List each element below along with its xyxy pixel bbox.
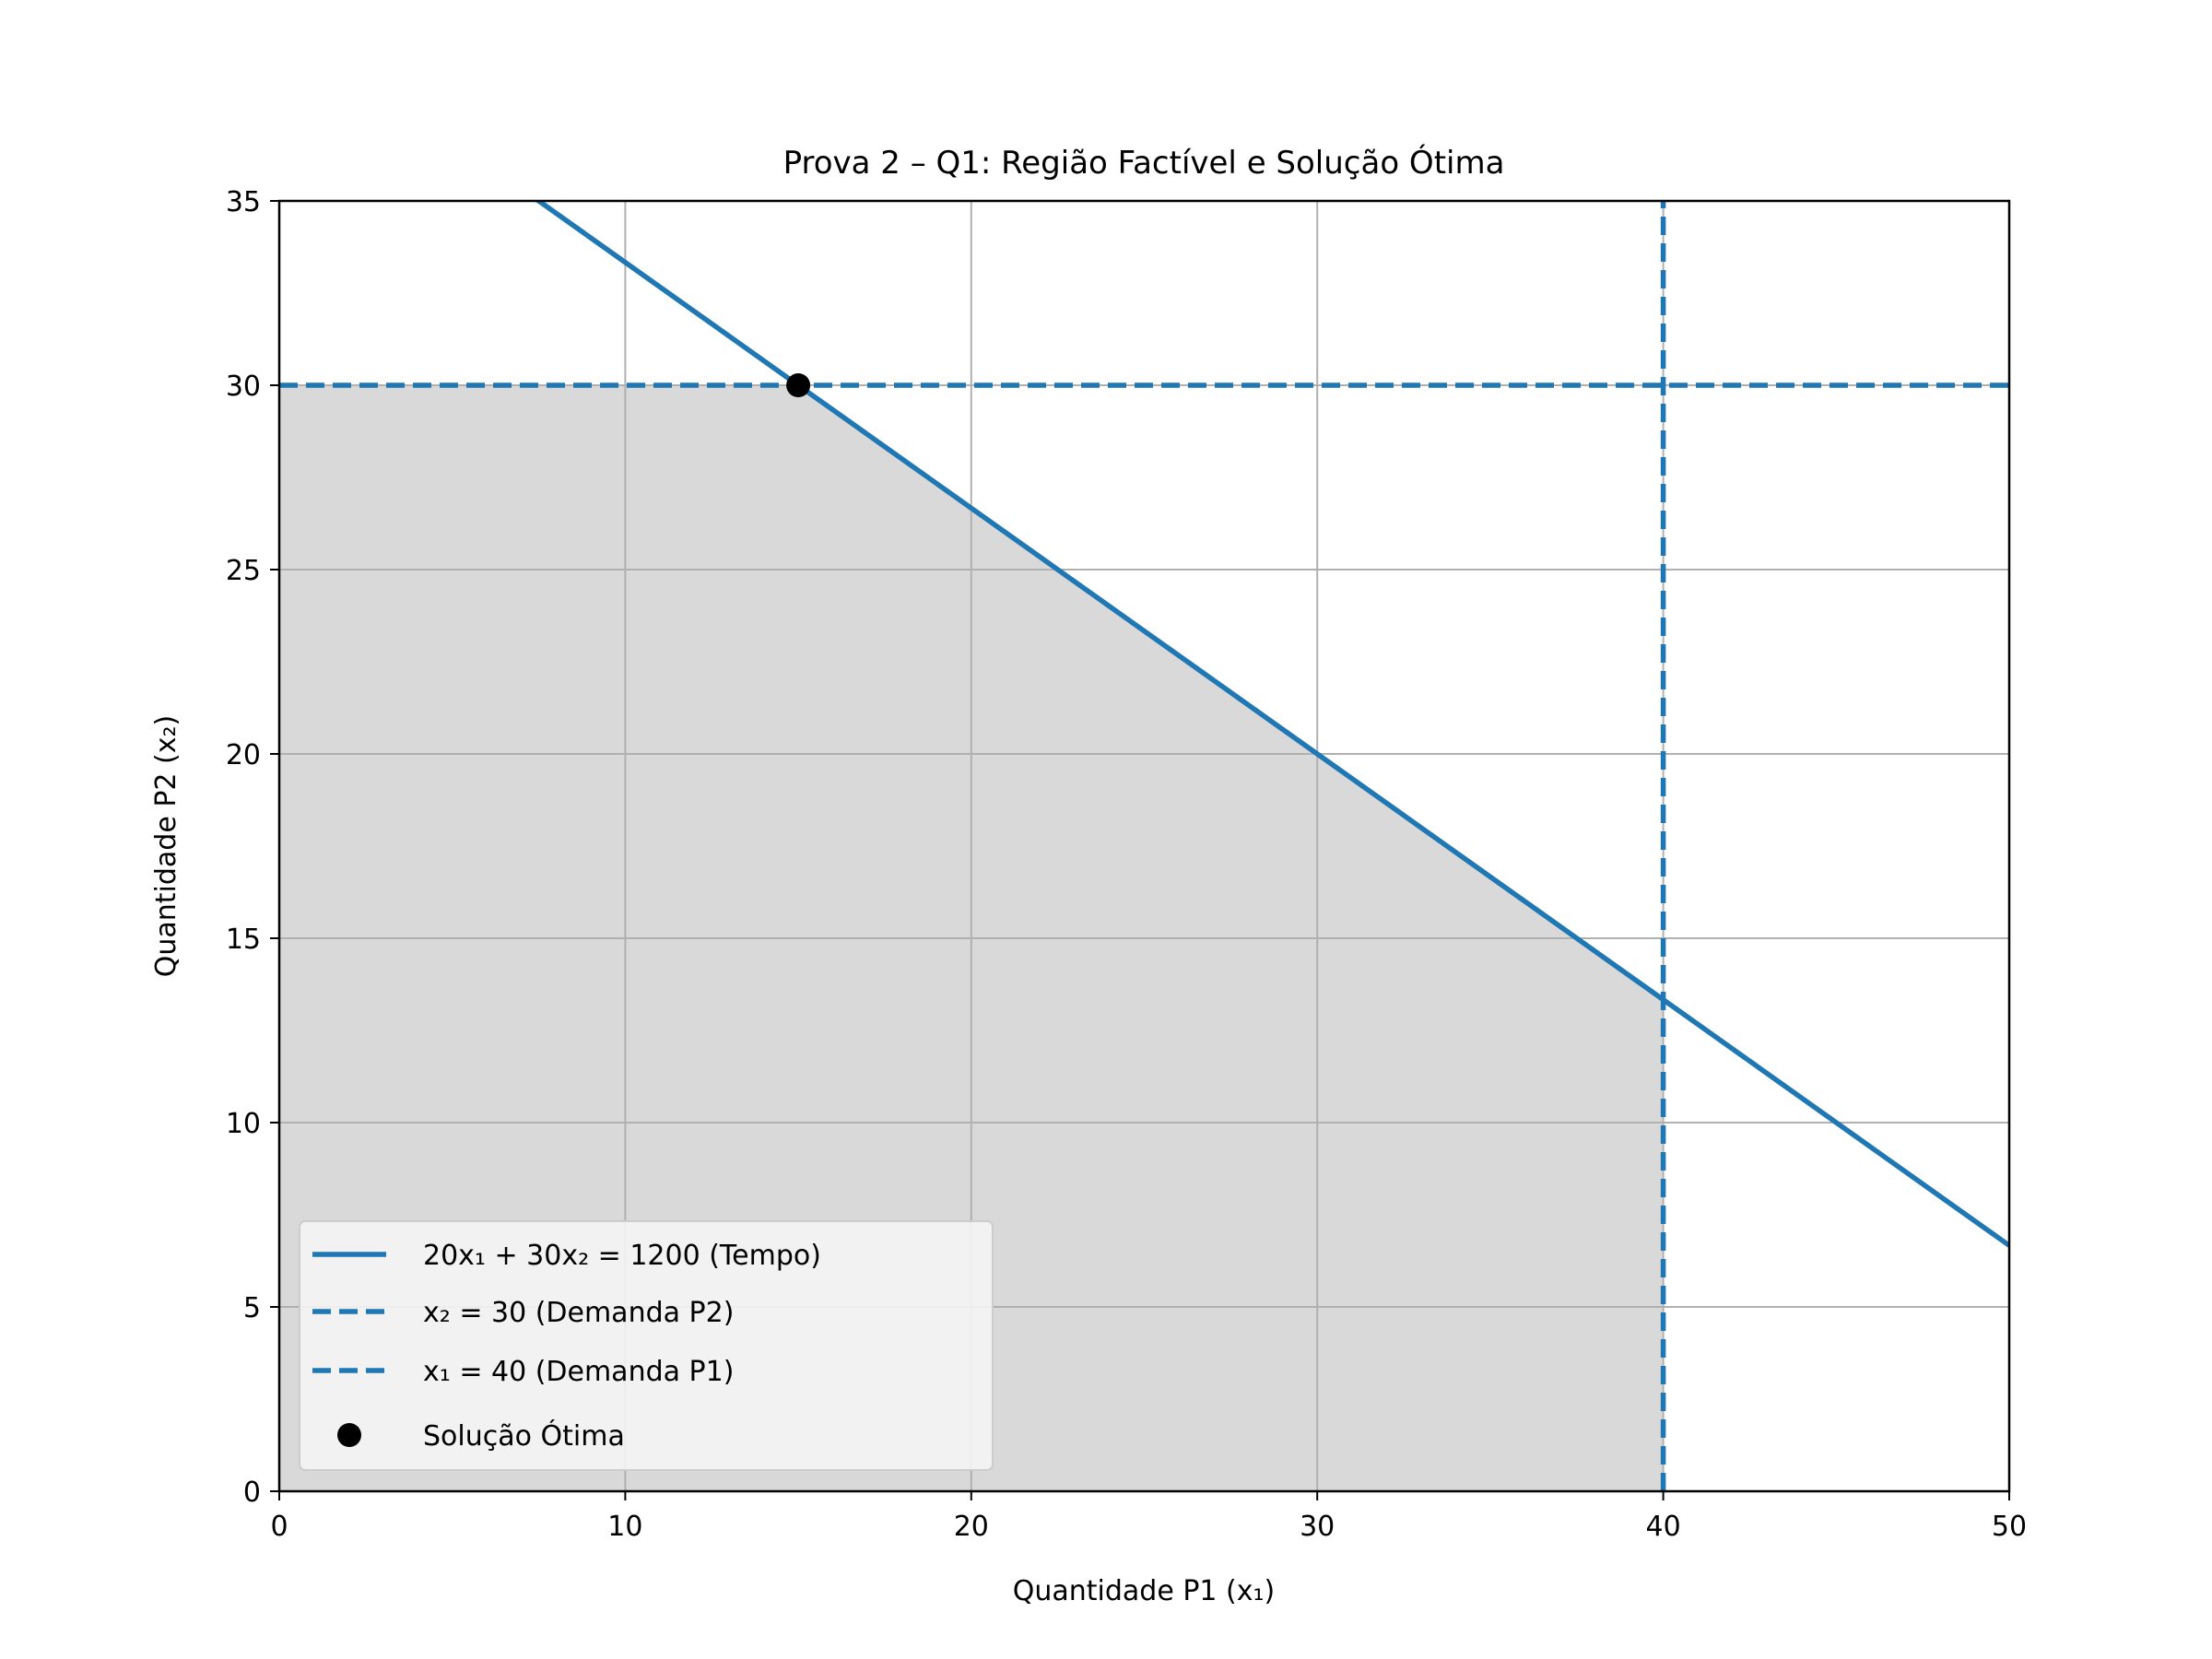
legend-label: x₁ = 40 (Demanda P1) xyxy=(423,1356,734,1388)
legend-label: 20x₁ + 30x₂ = 1200 (Tempo) xyxy=(423,1240,821,1272)
legend-box xyxy=(299,1220,994,1471)
chart-title: Prova 2 – Q1: Região Factível e Solução … xyxy=(783,144,1505,182)
y-tick-label: 5 xyxy=(243,1292,261,1324)
y-tick-label: 30 xyxy=(226,371,261,403)
y-tick-label: 35 xyxy=(226,186,261,218)
legend: 20x₁ + 30x₂ = 1200 (Tempo) x₂ = 30 (Deman… xyxy=(299,1220,994,1471)
legend-key-optimal-point xyxy=(337,1423,361,1447)
x-tick-label: 10 xyxy=(607,1511,642,1543)
x-tick-label: 20 xyxy=(954,1511,989,1543)
plot-frame xyxy=(277,199,2011,1493)
x-tick-label: 0 xyxy=(270,1511,288,1543)
y-tick-label: 15 xyxy=(226,924,261,956)
x-axis-label: Quantidade P1 (x₁) xyxy=(1013,1575,1276,1607)
y-axis-label: Quantidade P2 (x₂) xyxy=(150,715,182,978)
y-tick-label: 25 xyxy=(226,555,261,587)
x-tick-label: 30 xyxy=(1300,1511,1335,1543)
x-tick-label: 40 xyxy=(1646,1511,1681,1543)
y-tick-label: 10 xyxy=(226,1108,261,1140)
x-tick-label: 50 xyxy=(1992,1511,2027,1543)
legend-label: x₂ = 30 (Demanda P2) xyxy=(423,1297,734,1329)
optimal-point xyxy=(786,373,811,397)
time-constraint-line xyxy=(534,201,2009,1248)
y-tick-label: 20 xyxy=(226,739,261,771)
y-tick-label: 0 xyxy=(243,1477,261,1509)
legend-label: Solução Ótima xyxy=(423,1418,625,1453)
